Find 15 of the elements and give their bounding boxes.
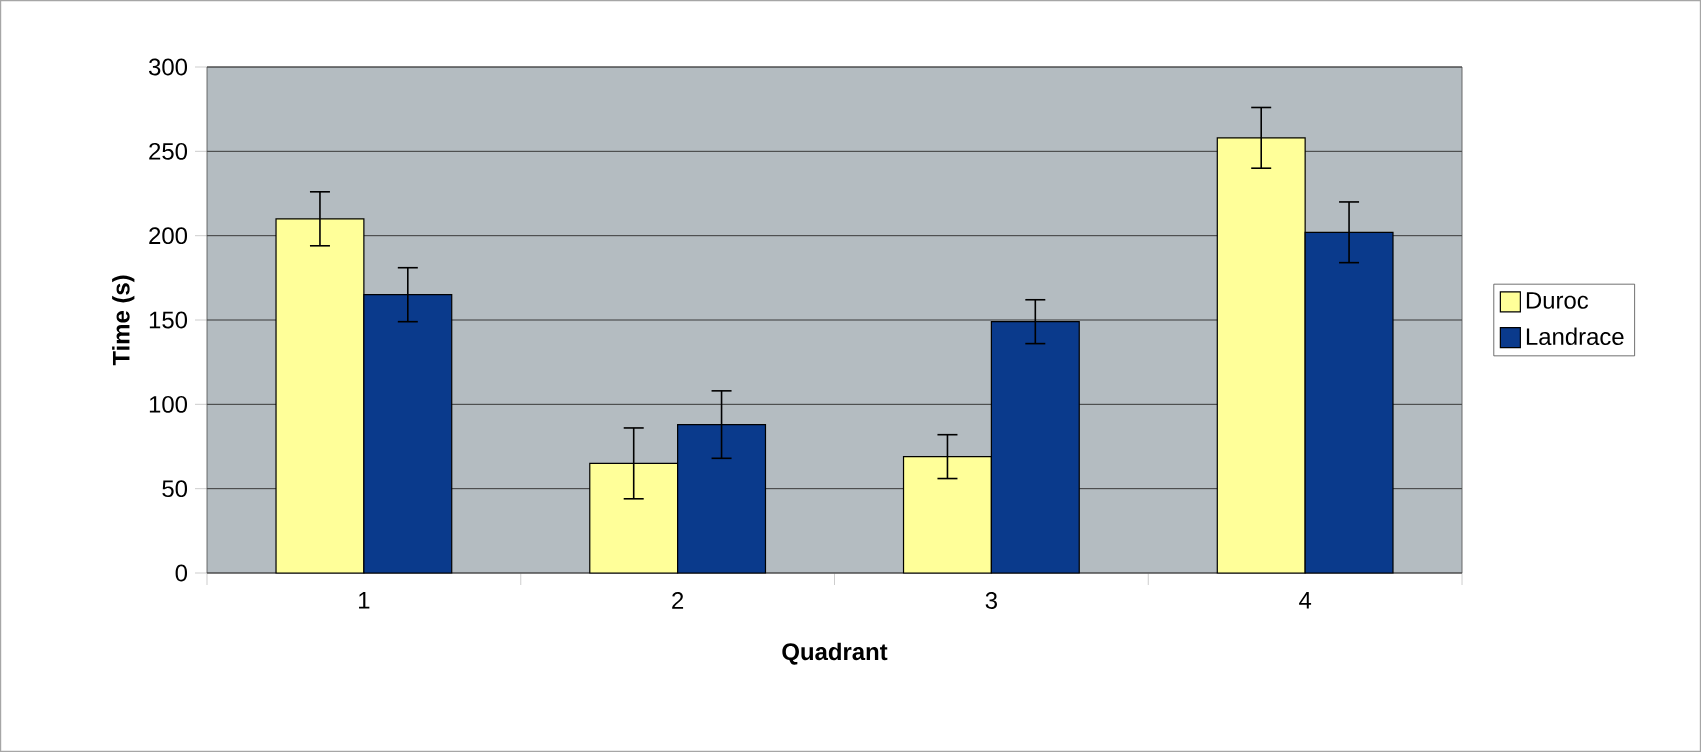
y-tick-label: 50 <box>162 480 188 498</box>
y-tick-label: 150 <box>149 311 188 329</box>
y-tick-label: 0 <box>175 564 188 582</box>
x-axis-title: Quadrant <box>782 642 888 665</box>
y-tick-label: 250 <box>149 142 188 160</box>
x-tick-label: 4 <box>1299 592 1312 609</box>
x-tick-label: 3 <box>985 592 997 609</box>
legend-label: Duroc <box>1526 292 1589 309</box>
y-tick-label: 200 <box>149 227 188 245</box>
x-tick-label: 1 <box>359 592 370 609</box>
y-axis-title: Time (s) <box>112 275 135 366</box>
x-tick-label: 2 <box>672 592 684 609</box>
legend-label: Landrace <box>1526 327 1624 346</box>
y-tick-label: 300 <box>148 58 188 76</box>
y-tick-label: 100 <box>149 395 188 413</box>
